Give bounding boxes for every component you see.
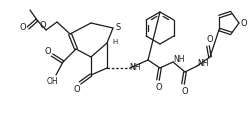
Text: OH: OH [46, 78, 58, 86]
Text: O: O [241, 18, 247, 28]
Text: O: O [20, 22, 26, 32]
Text: O: O [182, 86, 188, 95]
Text: O: O [45, 48, 51, 56]
Text: NH: NH [197, 59, 209, 68]
Text: H: H [112, 39, 118, 45]
Text: O: O [156, 82, 162, 92]
Text: O: O [40, 22, 46, 31]
Text: S: S [115, 22, 121, 32]
Text: O: O [207, 35, 213, 45]
Text: NH: NH [173, 55, 185, 65]
Text: O: O [74, 85, 80, 95]
Text: NH: NH [129, 64, 141, 72]
